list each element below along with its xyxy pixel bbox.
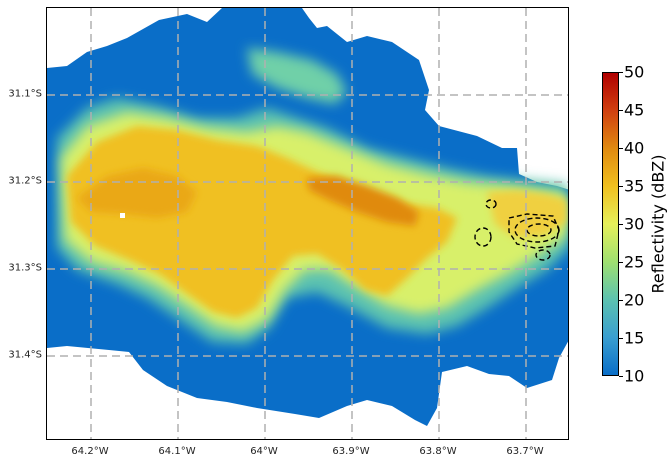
echo-streak-north — [247, 48, 347, 104]
colorbar-tick-label: 45 — [624, 100, 645, 120]
lon-label: 64.1°W — [158, 446, 196, 457]
colorbar-tick-label: 10 — [624, 366, 645, 386]
colorbar-tick-label: 40 — [624, 138, 645, 158]
lon-label: 63.8°W — [419, 446, 457, 457]
echo-core — [307, 176, 419, 226]
colorbar-tick-mark — [619, 262, 623, 263]
lon-label: 63.7°W — [506, 446, 544, 457]
colorbar-tick-label: 50 — [624, 62, 645, 82]
colorbar-tick-label: 15 — [624, 328, 645, 348]
gridlines — [47, 8, 568, 439]
colorbar — [602, 72, 619, 376]
echo-core-west — [77, 168, 197, 218]
colorbar-tick-label: 30 — [624, 214, 645, 234]
colorbar-tick-mark — [619, 148, 623, 149]
colorbar-tick-label: 20 — [624, 290, 645, 310]
map-panel — [46, 7, 569, 440]
lon-label: 64°W — [250, 446, 278, 457]
colorbar-tick-label: 25 — [624, 252, 645, 272]
contour-lines — [474, 199, 560, 261]
colorbar-tick-mark — [619, 110, 623, 111]
colorbar-tick-mark — [619, 376, 623, 377]
colorbar-tick-mark — [619, 72, 623, 73]
colorbar-tick-mark — [619, 338, 623, 339]
colorbar-tick-mark — [619, 300, 623, 301]
lat-label: 31.2°S — [8, 175, 42, 187]
colorbar-tick-mark — [619, 224, 623, 225]
colorbar-label: Reflectivity (dBZ) — [648, 154, 668, 294]
lon-label: 63.9°W — [332, 446, 370, 457]
lat-label: 31.4°S — [8, 349, 42, 361]
echo-gap — [120, 213, 125, 218]
reflectivity-map — [47, 8, 568, 439]
colorbar-tick-label: 35 — [624, 176, 645, 196]
lon-label: 64.2°W — [71, 446, 109, 457]
lat-label: 31.3°S — [8, 262, 42, 274]
lat-label: 31.1°S — [8, 88, 42, 100]
colorbar-tick-mark — [619, 186, 623, 187]
